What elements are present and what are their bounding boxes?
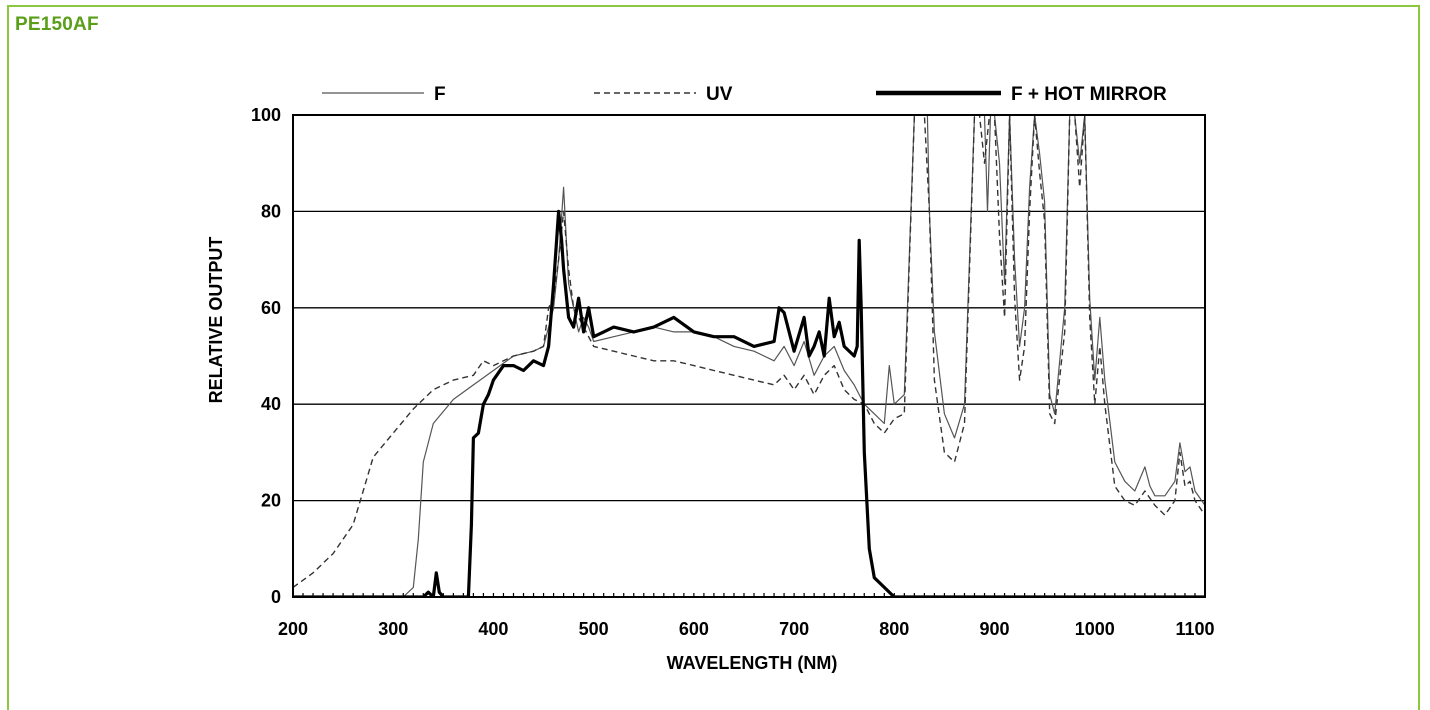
y-axis-label: RELATIVE OUTPUT — [206, 237, 226, 404]
x-tick-label-500: 500 — [579, 619, 609, 639]
x-tick-label-700: 700 — [779, 619, 809, 639]
y-tick-label-60: 60 — [261, 298, 281, 318]
x-tick-label-600: 600 — [679, 619, 709, 639]
y-tick-label-0: 0 — [271, 587, 281, 607]
axes — [292, 114, 1206, 598]
x-tick-label-900: 900 — [980, 619, 1010, 639]
panel-border — [7, 5, 1420, 710]
x-tick-label-1000: 1000 — [1075, 619, 1115, 639]
tick-labels: 0 20 40 60 80 100 200 300 400 500 600 700 800 900 1000… — [251, 105, 1215, 639]
legend-label-0: F — [434, 84, 446, 105]
y-tick-label-40: 40 — [261, 394, 281, 414]
y-tick-label-80: 80 — [261, 201, 281, 221]
x-tick-label-300: 300 — [378, 619, 408, 639]
x-tick-label-800: 800 — [879, 619, 909, 639]
grid-lines — [293, 210, 1205, 502]
legend-label-2: F + HOT MIRROR — [1011, 84, 1167, 105]
series-line-uv — [293, 114, 1205, 588]
y-tick-label-20: 20 — [261, 491, 281, 511]
legend: F UV F + HOT MIRROR — [322, 84, 1167, 105]
x-tick-label-1100: 1100 — [1175, 619, 1214, 639]
legend-label-1: UV — [706, 84, 733, 105]
series-line-f — [293, 114, 1205, 598]
x-tick-label-200: 200 — [278, 619, 308, 639]
series-lines — [293, 114, 1205, 598]
x-axis-label: WAVELENGTH (NM) — [667, 653, 838, 673]
x-tick-label-400: 400 — [478, 619, 508, 639]
series-line-f-hot-mirror — [293, 209, 1205, 598]
panel-title: PE150AF — [15, 14, 99, 35]
y-tick-label-100: 100 — [251, 105, 281, 125]
plot-frame — [292, 114, 1206, 598]
